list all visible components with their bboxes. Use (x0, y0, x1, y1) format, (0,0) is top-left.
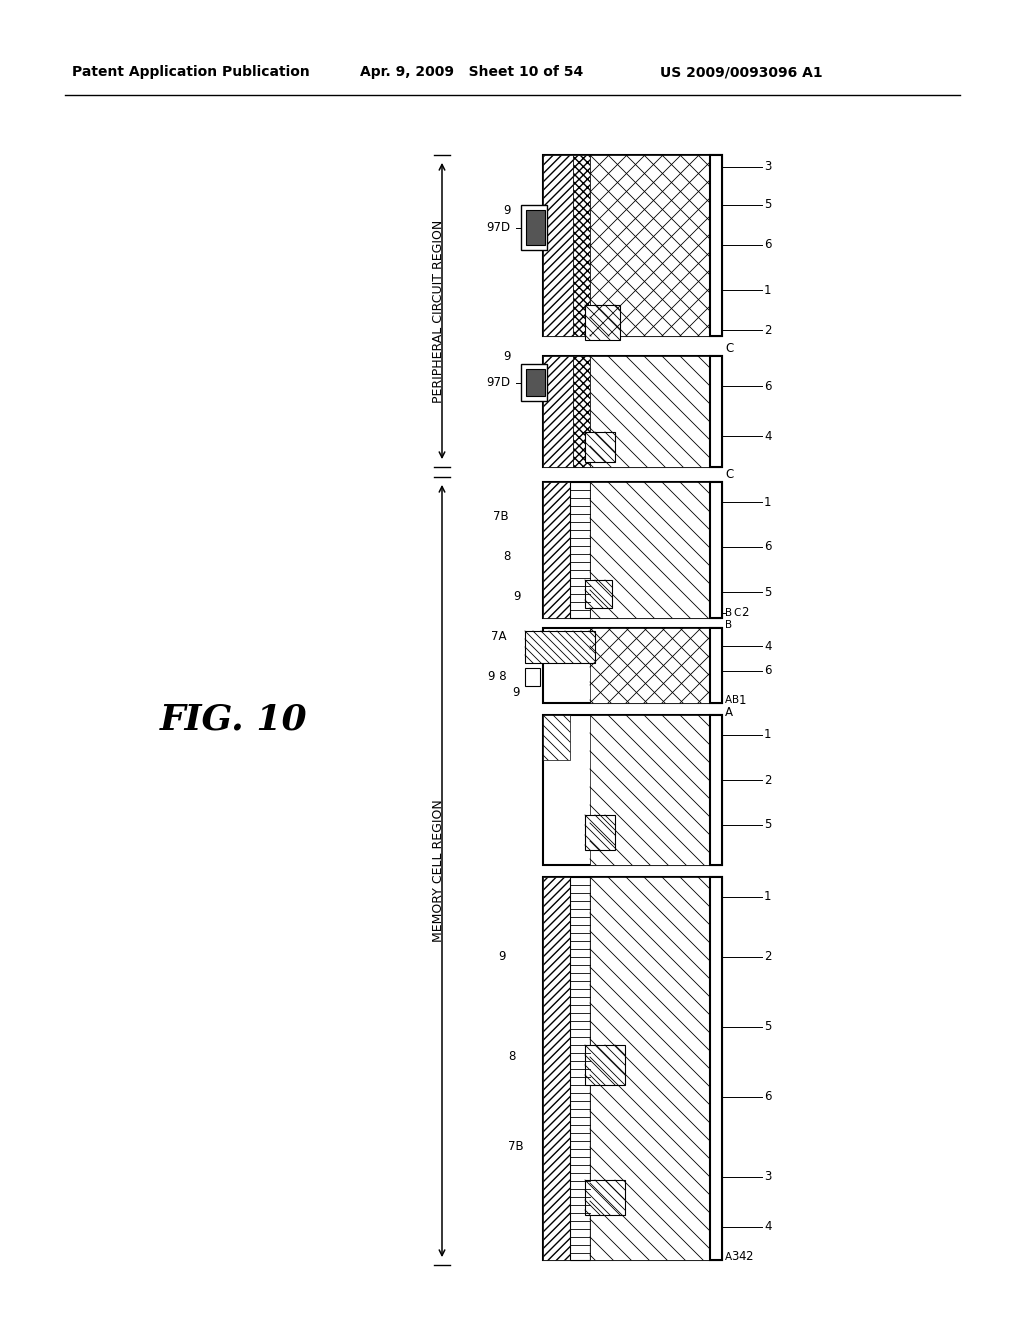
Text: 3: 3 (764, 161, 771, 173)
Text: 8: 8 (508, 1051, 515, 1064)
Bar (543, 356, 573, 467)
Text: A: A (725, 1251, 732, 1262)
Text: 6: 6 (764, 540, 771, 553)
Bar (543, 715, 722, 865)
Text: 1: 1 (739, 693, 746, 706)
Text: 9 8: 9 8 (488, 671, 507, 684)
Text: 2: 2 (764, 323, 771, 337)
Text: C: C (733, 609, 740, 618)
Bar (590, 482, 710, 618)
Text: 6: 6 (764, 1090, 771, 1104)
Bar (585, 1180, 625, 1214)
Text: 4: 4 (764, 1221, 771, 1233)
Bar (585, 432, 615, 462)
Bar (585, 305, 620, 341)
Text: 9: 9 (513, 590, 520, 603)
Bar (543, 482, 722, 618)
Bar (710, 482, 722, 618)
Bar (585, 579, 612, 609)
Bar (543, 715, 570, 760)
Bar (543, 154, 722, 337)
Text: A: A (725, 696, 732, 705)
Text: 5: 5 (764, 818, 771, 832)
Text: 2: 2 (764, 774, 771, 787)
Bar (525, 631, 595, 663)
Text: 4: 4 (764, 429, 771, 442)
Bar (590, 628, 710, 704)
Text: 1: 1 (764, 891, 771, 903)
Text: 4: 4 (738, 1250, 745, 1263)
Text: 3: 3 (764, 1171, 771, 1184)
Text: 2: 2 (741, 606, 749, 619)
Text: B: B (725, 609, 732, 618)
Bar (526, 370, 545, 396)
Bar (543, 876, 722, 1261)
Text: 1: 1 (764, 729, 771, 742)
Text: MEMORY CELL REGION: MEMORY CELL REGION (431, 800, 444, 942)
Text: 6: 6 (764, 239, 771, 252)
Bar (710, 715, 722, 865)
Text: FIG. 10: FIG. 10 (160, 704, 307, 737)
Bar (573, 154, 590, 337)
Text: 9: 9 (504, 350, 511, 363)
Text: 2: 2 (764, 950, 771, 964)
Text: 5: 5 (764, 1020, 771, 1034)
Bar (526, 210, 545, 246)
Text: Patent Application Publication: Patent Application Publication (72, 65, 309, 79)
Bar (543, 482, 570, 618)
Bar (710, 154, 722, 337)
Text: C: C (725, 342, 733, 355)
Bar (570, 482, 590, 618)
Text: US 2009/0093096 A1: US 2009/0093096 A1 (660, 65, 822, 79)
Text: B: B (732, 696, 739, 705)
Bar (521, 205, 547, 249)
Bar (710, 876, 722, 1261)
Text: 7A: 7A (492, 630, 507, 643)
Text: A: A (725, 705, 733, 718)
Bar (543, 876, 570, 1261)
Text: C: C (725, 467, 733, 480)
Bar (585, 1045, 625, 1085)
Text: B: B (725, 620, 732, 630)
Text: 9: 9 (504, 203, 511, 216)
Bar (573, 356, 590, 467)
Bar (585, 814, 615, 850)
Text: 6: 6 (764, 664, 771, 677)
Bar (590, 876, 710, 1261)
Text: 97D: 97D (486, 220, 510, 234)
Text: 9: 9 (512, 686, 520, 700)
Text: 3: 3 (731, 1250, 738, 1263)
Text: 7B: 7B (493, 511, 509, 524)
Bar (590, 154, 710, 337)
Bar (543, 154, 573, 337)
Bar (710, 628, 722, 704)
Text: 5: 5 (764, 586, 771, 598)
Bar (590, 356, 710, 467)
Text: Apr. 9, 2009   Sheet 10 of 54: Apr. 9, 2009 Sheet 10 of 54 (360, 65, 584, 79)
Text: 8: 8 (503, 550, 510, 564)
Text: 4: 4 (764, 639, 771, 652)
Bar (521, 364, 547, 401)
Bar (543, 356, 722, 467)
Text: 6: 6 (764, 380, 771, 392)
Bar (525, 668, 540, 686)
Bar (710, 356, 722, 467)
Text: 97D: 97D (486, 376, 510, 389)
Text: 9: 9 (498, 950, 506, 964)
Bar (570, 876, 590, 1261)
Text: 5: 5 (764, 198, 771, 211)
Text: PERIPHERAL CIRCUIT REGION: PERIPHERAL CIRCUIT REGION (431, 219, 444, 403)
Text: 2: 2 (745, 1250, 753, 1263)
Text: 7B: 7B (508, 1140, 523, 1154)
Text: 1: 1 (764, 495, 771, 508)
Bar (543, 628, 722, 704)
Bar (590, 715, 710, 865)
Text: 1: 1 (764, 284, 771, 297)
